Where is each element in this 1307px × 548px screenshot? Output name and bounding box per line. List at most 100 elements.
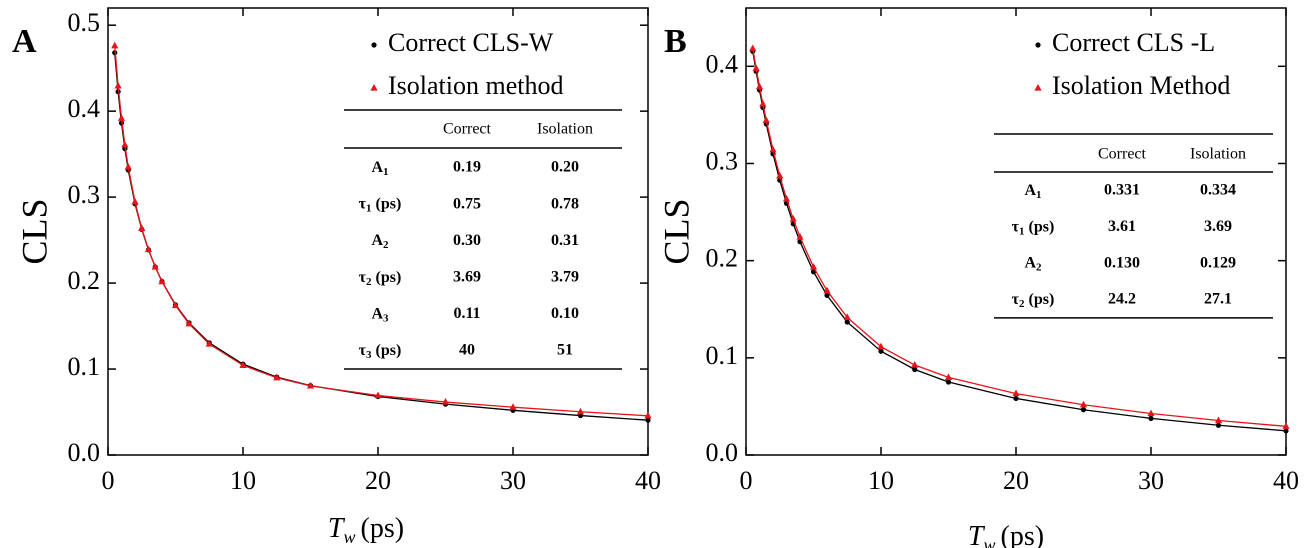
data-point (911, 361, 919, 368)
data-point (782, 194, 791, 202)
x-axis-label: Tw (ps) (968, 521, 1044, 548)
y-tick-label: 0.0 (706, 438, 739, 467)
row-subscript: 2 (1019, 297, 1025, 309)
table-cell: 3.69 (453, 268, 481, 285)
table-cell: 27.1 (1204, 291, 1232, 308)
table-row-label: τ1 (ps) (1012, 218, 1055, 237)
table-row-label: A1 (371, 159, 388, 178)
y-axis-label: CLS (656, 198, 696, 264)
data-point (843, 313, 851, 321)
legend-label: Correct CLS-W (388, 28, 554, 57)
data-point (121, 140, 129, 148)
legend-marker (371, 42, 377, 48)
row-subscript: 1 (366, 202, 372, 214)
row-unit: (ps) (1029, 291, 1055, 308)
data-point (1215, 422, 1222, 428)
table-cell: 0.334 (1200, 182, 1236, 199)
row-symbol: τ (359, 342, 367, 359)
table-cell: 0.30 (453, 232, 481, 249)
data-point (576, 407, 585, 415)
x-axis-subscript: w (984, 535, 996, 548)
table-row-label: τ2 (ps) (359, 268, 402, 287)
y-tick-label: 0.2 (68, 266, 101, 295)
table-cell: 51 (557, 342, 573, 359)
panel-label: A (12, 23, 37, 60)
y-tick-label: 0.3 (706, 146, 739, 175)
row-symbol: A (371, 159, 383, 176)
row-subscript: 1 (1036, 189, 1042, 201)
row-symbol: τ (359, 268, 367, 285)
legend-marker (1034, 84, 1042, 91)
data-point (273, 373, 281, 381)
row-subscript: 1 (383, 166, 389, 178)
legend-label: Isolation method (388, 71, 563, 100)
table-cell: 0.331 (1104, 182, 1140, 199)
data-point (759, 100, 767, 107)
legend-label: Correct CLS -L (1052, 28, 1215, 57)
table-cell: 3.61 (1108, 218, 1136, 235)
row-subscript: 3 (383, 312, 389, 324)
table-row-label: τ3 (ps) (359, 342, 402, 361)
table-cell: 0.20 (551, 159, 579, 176)
x-tick-label: 20 (365, 466, 391, 495)
data-point (823, 286, 831, 294)
row-unit: (ps) (376, 195, 402, 212)
data-point (441, 398, 450, 405)
data-point (185, 319, 193, 327)
table-row-label: A2 (371, 232, 389, 251)
row-symbol: τ (1012, 218, 1020, 235)
x-axis-unit: (ps) (1001, 521, 1045, 548)
table-cell: 0.31 (551, 232, 579, 249)
data-point (114, 81, 122, 89)
data-point (1148, 415, 1154, 421)
data-point (644, 411, 652, 419)
x-tick-label: 10 (230, 466, 256, 495)
table-cell: 0.130 (1104, 254, 1140, 271)
data-point (1013, 395, 1019, 402)
x-tick-label: 0 (740, 466, 753, 495)
data-point (171, 301, 180, 309)
data-point (878, 348, 884, 354)
data-point (809, 263, 818, 270)
data-point (789, 215, 797, 222)
table-row-label: A1 (1024, 182, 1041, 201)
data-point (1282, 422, 1290, 429)
data-point (944, 373, 953, 380)
panel-label: B (664, 23, 687, 60)
data-point (796, 233, 804, 240)
table-cell: 0.11 (453, 305, 480, 322)
x-tick-label: 30 (1138, 466, 1164, 495)
table-cell: 0.10 (551, 305, 579, 322)
row-unit: (ps) (1029, 218, 1055, 235)
table-header: Correct (1098, 146, 1147, 163)
data-point (749, 44, 757, 52)
y-tick-label: 0.1 (706, 341, 739, 370)
table-header: Isolation (537, 121, 593, 138)
data-point (151, 263, 159, 270)
table-cell: 0.129 (1200, 254, 1236, 271)
fit-line (752, 48, 1287, 427)
data-point (945, 379, 952, 385)
table-cell: 0.78 (551, 195, 579, 212)
x-tick-label: 30 (500, 466, 526, 495)
data-point (1012, 389, 1020, 397)
legend-label: Isolation Method (1052, 71, 1230, 100)
y-tick-label: 0.0 (68, 438, 101, 467)
row-subscript: 3 (366, 349, 372, 361)
data-point (306, 381, 315, 389)
x-axis-label: Tw (ps) (328, 513, 404, 547)
row-symbol: A (371, 305, 383, 322)
data-point (769, 145, 777, 153)
x-axis-symbol: T (328, 513, 346, 544)
data-point (158, 277, 166, 285)
x-tick-label: 0 (102, 466, 115, 495)
data-point (509, 403, 517, 410)
table-row-label: τ1 (ps) (359, 195, 402, 214)
data-point (131, 197, 139, 205)
x-tick-label: 40 (635, 466, 661, 495)
data-point (1283, 428, 1289, 434)
data-point (645, 417, 651, 423)
table-cell: 0.19 (453, 159, 481, 176)
row-subscript: 2 (366, 275, 372, 287)
